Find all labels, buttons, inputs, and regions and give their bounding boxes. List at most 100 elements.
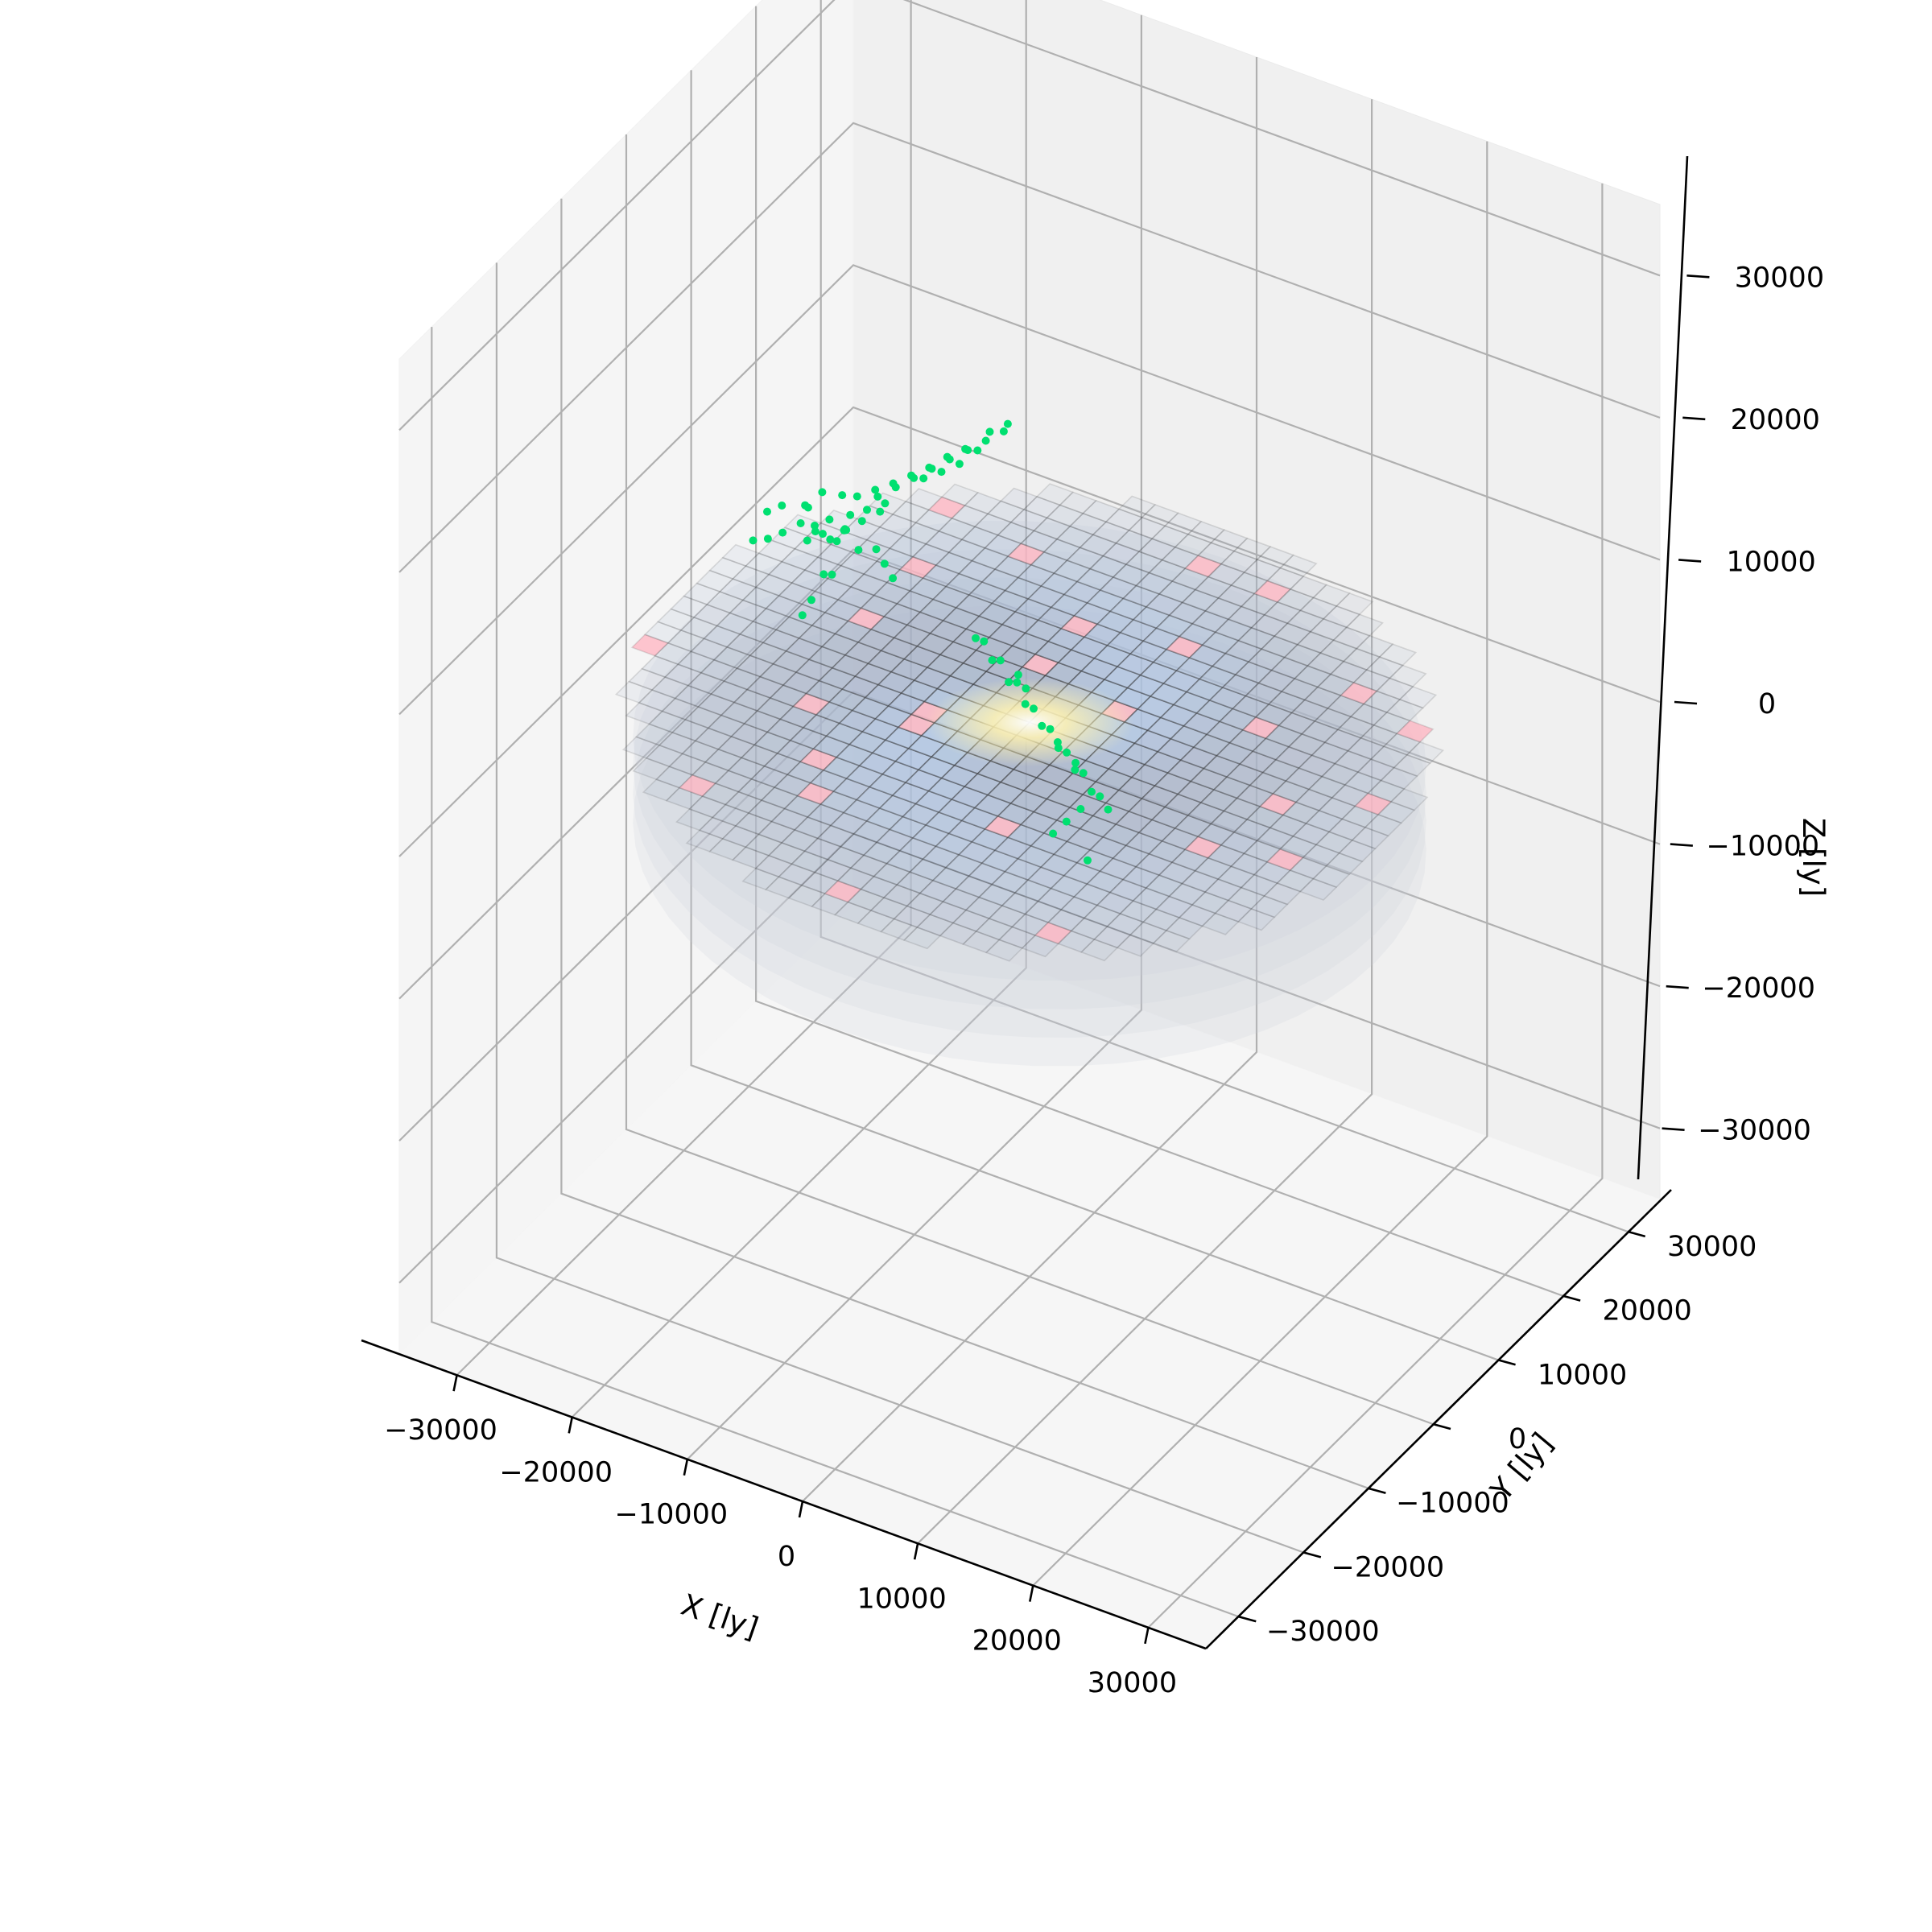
disk-voxel [1178, 904, 1217, 927]
z-tick [1678, 559, 1702, 563]
disk-voxel [1243, 559, 1282, 582]
disk-voxel [927, 496, 967, 519]
disk-voxel [1191, 891, 1230, 914]
disk-voxel [1017, 564, 1055, 587]
disk-voxel [898, 555, 938, 580]
disk-voxel [1024, 900, 1063, 923]
disk-voxel [1079, 534, 1117, 557]
disk-voxel [707, 714, 746, 737]
disk-voxel [997, 521, 1035, 545]
disk-voxel [964, 491, 1002, 515]
disk-voxel [906, 892, 944, 915]
y-axis-line [1205, 1189, 1672, 1649]
disk-voxel [1099, 857, 1137, 881]
disk-voxel [1220, 550, 1259, 573]
disk-voxel [1022, 495, 1062, 519]
disk-voxel [1231, 695, 1270, 718]
disk-voxel [736, 654, 774, 678]
disk-voxel [1072, 883, 1112, 906]
scatter-point [880, 559, 889, 568]
x-tick [1144, 1627, 1150, 1645]
disk-voxel [678, 774, 717, 798]
scatter-point [819, 530, 827, 539]
z-gridline [398, 406, 1661, 857]
disk-voxel [780, 547, 819, 572]
disk-voxel [924, 530, 964, 554]
scatter-point [973, 446, 982, 455]
disk-voxel [1306, 652, 1345, 675]
disk-voxel [1035, 483, 1075, 506]
x-gridline [687, 14, 1143, 1460]
disk-voxel [1237, 626, 1276, 650]
x-tick-label: −10000 [615, 1499, 729, 1531]
disk-voxel [840, 551, 878, 576]
disk-voxel [1145, 874, 1184, 898]
disk-voxel [740, 744, 779, 767]
y-tick [1497, 1359, 1516, 1366]
disk-voxel [614, 680, 654, 704]
disk-voxel [919, 879, 958, 903]
scatter-point [811, 522, 819, 530]
disk-voxel [764, 876, 803, 899]
x-tick [913, 1543, 919, 1560]
y-tick-label: −10000 [1396, 1488, 1509, 1520]
scatter-point [818, 488, 827, 497]
disk-voxel [1285, 767, 1323, 791]
disk-voxel [1238, 750, 1278, 774]
disk-voxel [1389, 788, 1429, 811]
scatter-point [889, 574, 898, 583]
disk-voxel [1081, 499, 1121, 523]
disk-voxel [638, 689, 677, 712]
disk-voxel [1046, 909, 1086, 932]
disk-voxel [1026, 866, 1066, 890]
y-tick [1368, 1487, 1386, 1494]
disk-voxel [1263, 601, 1302, 625]
scatter-point [996, 656, 1005, 665]
disk-voxel [1276, 588, 1315, 612]
y-gridline [819, 0, 1629, 1232]
z-axis-line [1637, 155, 1689, 1180]
disk-voxel [754, 573, 794, 597]
disk-voxel [1042, 538, 1082, 562]
disk-voxel [767, 560, 807, 584]
disk-voxel [939, 922, 978, 945]
disk-voxel [1289, 857, 1328, 880]
disk-voxel [1046, 504, 1084, 527]
disk-voxel [1080, 938, 1119, 962]
disk-voxel [720, 701, 759, 724]
disk-voxel [1057, 930, 1096, 953]
disk-voxel [1289, 576, 1328, 599]
disk-voxel [1352, 669, 1391, 692]
disk-voxel [1070, 917, 1108, 940]
disk-voxel [630, 634, 670, 657]
disk-voxel [1299, 597, 1338, 620]
disk-voxel [667, 629, 706, 653]
disk-voxel [889, 535, 927, 558]
disk-voxel [1327, 818, 1367, 841]
disk-voxel [681, 740, 720, 763]
disk-voxel [690, 638, 729, 661]
disk-voxel [882, 884, 922, 907]
disk-voxel [813, 577, 852, 601]
scatter-series [749, 419, 1113, 865]
disk-voxel [1117, 495, 1157, 518]
y-tick [1627, 1230, 1646, 1238]
scatter-point [749, 536, 758, 545]
disk-voxel [1351, 826, 1389, 850]
disk-voxel [1369, 745, 1409, 769]
disk-voxel [1234, 661, 1274, 684]
disk-voxel [1294, 788, 1334, 811]
y-gridline [560, 198, 1368, 1489]
disk-voxel [1280, 678, 1319, 701]
scatter-point [854, 546, 863, 555]
z-tick [1666, 985, 1689, 989]
disk-voxel [741, 586, 781, 609]
disk-voxel [723, 667, 762, 691]
disk-voxel [836, 867, 876, 890]
disk-voxel [1329, 660, 1368, 683]
disk-voxel [928, 901, 968, 924]
disk-voxel [964, 896, 1004, 919]
disk-voxel [1257, 669, 1296, 692]
disk-voxel [1225, 763, 1265, 786]
